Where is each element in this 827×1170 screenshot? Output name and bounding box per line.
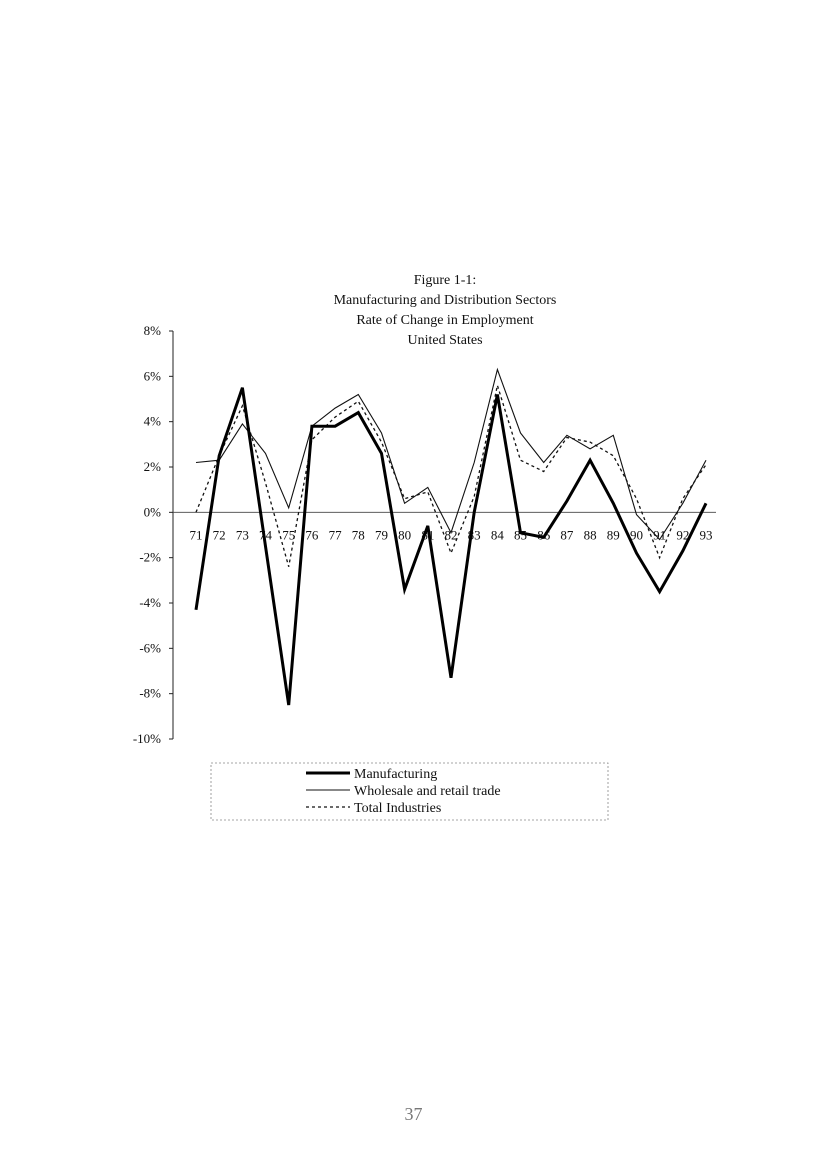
x-tick-label: 78	[352, 527, 365, 542]
x-tick-label: 71	[190, 527, 203, 542]
x-tick-label: 84	[491, 527, 505, 542]
x-axis-labels: 71 72 73 74 75 76 77 78 79 80 81 82 83 84 85 86 87 88 89 90…	[190, 527, 713, 542]
y-tick-label: 8%	[144, 323, 162, 338]
legend-label: Manufacturing	[354, 767, 437, 782]
chart-title-line: Manufacturing and Distribution Sectors	[334, 293, 557, 308]
chart-title-line: United States	[407, 333, 482, 348]
x-tick-label: 76	[305, 527, 319, 542]
x-tick-label: 92	[676, 527, 689, 542]
y-tick-label: -4%	[139, 595, 161, 610]
x-tick-label: 87	[560, 527, 574, 542]
x-tick-label: 88	[584, 527, 597, 542]
x-tick-label: 91	[653, 527, 666, 542]
legend-label: Total Industries	[354, 801, 441, 816]
y-tick-label: 0%	[144, 504, 162, 519]
chart-title-line: Rate of Change in Employment	[356, 313, 533, 328]
y-tick-label: -6%	[139, 640, 161, 655]
y-tick-label: -8%	[139, 686, 161, 701]
page-number: 37	[404, 1104, 423, 1124]
x-tick-label: 85	[514, 527, 527, 542]
x-tick-label: 93	[700, 527, 713, 542]
y-axis: 8% 6% 4% 2% 0% -2% -4% -6% -8% -10%	[133, 323, 174, 746]
x-tick-label: 79	[375, 527, 388, 542]
legend-frame	[210, 762, 609, 821]
series-lines	[194, 367, 708, 706]
y-tick-label: -10%	[133, 731, 161, 746]
legend-label: Wholesale and retail trade	[354, 784, 501, 799]
series-line-wholesale-and-retail-trade	[195, 367, 707, 541]
chart-title-line: Figure 1-1:	[414, 273, 477, 288]
x-tick-label: 75	[282, 527, 295, 542]
legend: Manufacturing Wholesale and retail trade T…	[210, 762, 609, 821]
x-tick-label: 73	[236, 527, 249, 542]
chart-title: Figure 1-1: Manufacturing and Distributio…	[334, 273, 557, 348]
x-tick-label: 80	[398, 527, 411, 542]
x-tick-label: 89	[607, 527, 620, 542]
x-tick-label: 77	[329, 527, 343, 542]
series-line-manufacturing	[194, 387, 708, 706]
y-tick-label: 4%	[144, 414, 162, 429]
x-tick-label: 82	[445, 527, 458, 542]
y-tick-label: -2%	[139, 550, 161, 565]
series-line-total-industries	[195, 382, 707, 567]
y-tick-label: 6%	[144, 368, 162, 383]
y-tick-label: 2%	[144, 459, 162, 474]
x-tick-label: 90	[630, 527, 643, 542]
x-tick-label: 72	[213, 527, 226, 542]
